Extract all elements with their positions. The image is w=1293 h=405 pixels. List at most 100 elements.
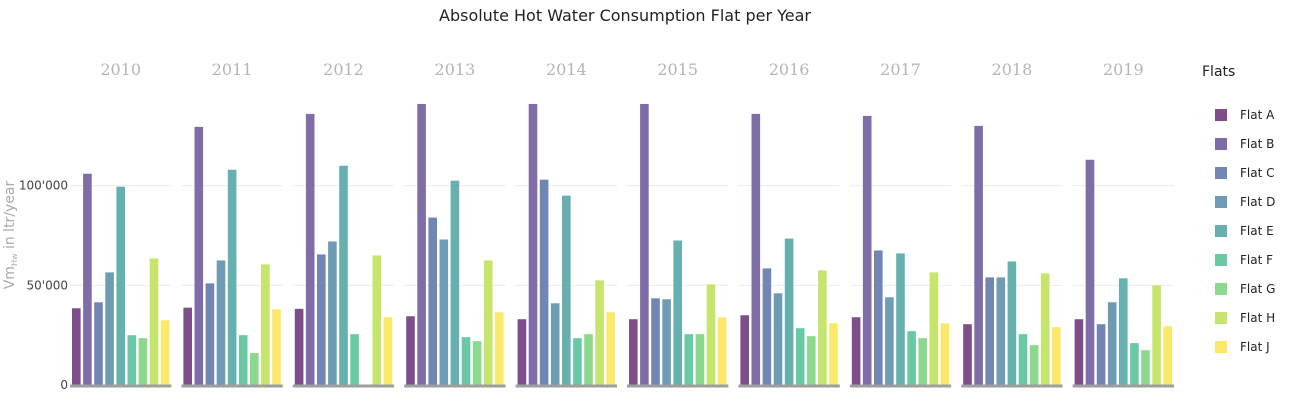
legend-item-flat-d[interactable]: Flat D — [1215, 195, 1275, 209]
bar-flat-b-2010[interactable] — [83, 173, 92, 385]
legend-item-flat-e[interactable]: Flat E — [1215, 224, 1274, 238]
bar-flat-j-2011[interactable] — [272, 309, 281, 385]
bar-flat-j-2010[interactable] — [160, 320, 170, 385]
bar-flat-j-2019[interactable] — [1163, 326, 1172, 385]
bar-flat-g-2014[interactable] — [584, 334, 593, 385]
bar-flat-b-2015[interactable] — [640, 103, 649, 386]
bar-flat-g-2010[interactable] — [138, 338, 148, 385]
bar-flat-a-2018[interactable] — [963, 324, 972, 385]
bar-flat-e-2013[interactable] — [450, 180, 460, 385]
bar-flat-b-2018[interactable] — [974, 125, 983, 385]
bar-flat-h-2011[interactable] — [261, 264, 270, 385]
bar-flat-b-2014[interactable] — [528, 103, 538, 386]
bar-flat-h-2014[interactable] — [595, 280, 604, 385]
bar-flat-a-2012[interactable] — [294, 308, 304, 385]
bar-flat-f-2014[interactable] — [573, 338, 582, 385]
legend-item-flat-h[interactable]: Flat H — [1215, 311, 1275, 325]
bar-flat-h-2016[interactable] — [818, 270, 827, 385]
bar-flat-c-2011[interactable] — [205, 283, 215, 385]
bar-flat-j-2012[interactable] — [383, 317, 393, 385]
bar-flat-d-2012[interactable] — [328, 241, 337, 385]
legend-item-flat-f[interactable]: Flat F — [1215, 253, 1273, 267]
bar-flat-e-2018[interactable] — [1007, 261, 1017, 385]
bar-flat-g-2013[interactable] — [472, 341, 482, 385]
bar-flat-d-2014[interactable] — [550, 303, 560, 385]
bar-flat-f-2010[interactable] — [127, 335, 137, 385]
bar-flat-f-2011[interactable] — [238, 335, 248, 385]
bar-flat-c-2015[interactable] — [651, 298, 660, 385]
bar-flat-e-2015[interactable] — [673, 240, 682, 385]
bar-flat-j-2016[interactable] — [829, 323, 838, 385]
bar-flat-e-2017[interactable] — [896, 253, 905, 385]
bar-flat-c-2017[interactable] — [874, 250, 883, 385]
bar-flat-a-2011[interactable] — [183, 307, 192, 385]
bar-flat-g-2011[interactable] — [250, 353, 259, 385]
facet-2017: 2017 — [849, 60, 952, 388]
bar-flat-h-2013[interactable] — [483, 260, 493, 385]
bar-flat-d-2018[interactable] — [996, 277, 1006, 385]
bar-flat-c-2016[interactable] — [762, 268, 772, 385]
bar-flat-c-2019[interactable] — [1096, 324, 1106, 385]
bar-flat-g-2015[interactable] — [695, 334, 705, 385]
bar-flat-d-2010[interactable] — [105, 272, 114, 385]
bar-flat-b-2012[interactable] — [305, 113, 315, 386]
bar-flat-d-2016[interactable] — [773, 293, 783, 385]
legend-item-flat-b[interactable]: Flat B — [1215, 137, 1274, 151]
bar-flat-g-2019[interactable] — [1141, 350, 1150, 385]
bar-flat-a-2010[interactable] — [72, 308, 81, 385]
bar-flat-c-2014[interactable] — [539, 179, 549, 385]
bar-flat-f-2012[interactable] — [350, 334, 359, 385]
bar-flat-a-2016[interactable] — [740, 315, 749, 385]
bar-flat-b-2013[interactable] — [417, 103, 426, 386]
bar-flat-f-2015[interactable] — [684, 334, 694, 385]
bar-flat-a-2015[interactable] — [629, 319, 638, 385]
bar-flat-b-2017[interactable] — [862, 115, 872, 385]
bar-flat-a-2013[interactable] — [406, 316, 415, 385]
bar-flat-g-2017[interactable] — [918, 338, 927, 385]
bar-flat-f-2019[interactable] — [1130, 343, 1139, 385]
legend-label: Flat F — [1240, 253, 1273, 267]
bar-flat-a-2019[interactable] — [1074, 319, 1084, 385]
bar-flat-h-2012[interactable] — [372, 255, 382, 385]
legend-item-flat-c[interactable]: Flat C — [1215, 166, 1275, 180]
bar-flat-c-2013[interactable] — [428, 217, 437, 385]
bar-flat-j-2013[interactable] — [495, 312, 504, 385]
bar-flat-b-2019[interactable] — [1085, 159, 1095, 385]
legend-item-flat-a[interactable]: Flat A — [1215, 108, 1275, 122]
bar-flat-b-2016[interactable] — [751, 113, 761, 386]
bar-flat-d-2017[interactable] — [885, 297, 894, 385]
bar-flat-h-2010[interactable] — [149, 258, 159, 385]
bar-flat-f-2018[interactable] — [1018, 334, 1028, 385]
bar-flat-d-2011[interactable] — [216, 260, 226, 385]
bar-flat-e-2012[interactable] — [339, 165, 348, 385]
bar-flat-j-2015[interactable] — [717, 317, 727, 385]
legend-item-flat-g[interactable]: Flat G — [1215, 282, 1275, 296]
bar-flat-a-2017[interactable] — [851, 317, 861, 385]
bar-flat-j-2014[interactable] — [606, 312, 615, 385]
bar-flat-j-2018[interactable] — [1052, 327, 1061, 385]
bar-flat-f-2013[interactable] — [461, 337, 471, 385]
bar-flat-f-2017[interactable] — [907, 331, 916, 385]
bar-flat-d-2013[interactable] — [439, 239, 449, 385]
bar-flat-h-2019[interactable] — [1152, 285, 1161, 385]
bar-flat-d-2015[interactable] — [662, 299, 671, 385]
bar-flat-j-2017[interactable] — [940, 323, 950, 385]
bar-flat-c-2018[interactable] — [985, 277, 994, 385]
bar-flat-h-2018[interactable] — [1040, 273, 1050, 385]
bar-flat-e-2016[interactable] — [784, 238, 794, 385]
legend-item-flat-j[interactable]: Flat J — [1215, 340, 1270, 354]
bar-flat-e-2011[interactable] — [227, 169, 237, 385]
bar-flat-g-2016[interactable] — [807, 336, 816, 385]
bar-flat-d-2019[interactable] — [1107, 302, 1117, 385]
bar-flat-a-2014[interactable] — [517, 319, 527, 385]
bar-flat-c-2010[interactable] — [94, 302, 103, 385]
bar-flat-c-2012[interactable] — [317, 254, 326, 385]
bar-flat-e-2014[interactable] — [562, 195, 571, 385]
bar-flat-g-2018[interactable] — [1029, 345, 1039, 385]
bar-flat-e-2010[interactable] — [116, 186, 125, 385]
bar-flat-b-2011[interactable] — [194, 126, 204, 385]
bar-flat-h-2015[interactable] — [706, 284, 716, 385]
bar-flat-f-2016[interactable] — [795, 328, 805, 385]
bar-flat-h-2017[interactable] — [929, 272, 939, 385]
bar-flat-e-2019[interactable] — [1119, 278, 1128, 385]
